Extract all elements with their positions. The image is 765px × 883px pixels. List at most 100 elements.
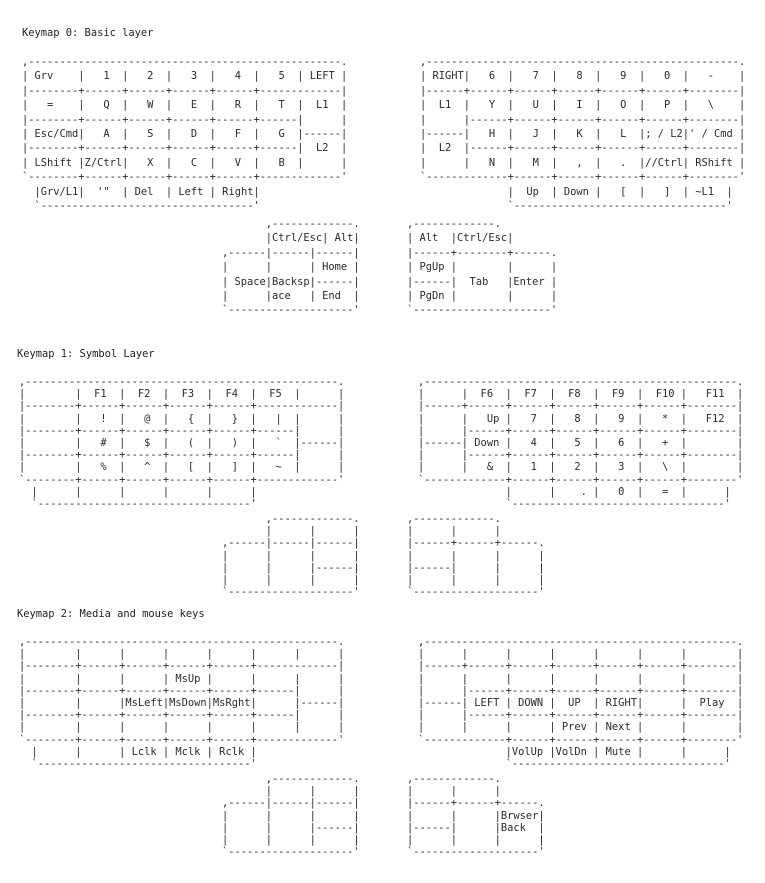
keymap-ascii-line: | | | | Prev | Next | | |: [418, 721, 744, 734]
keymap-ascii-line: |--------+------+------+------+------+--…: [22, 113, 348, 126]
keymap-ascii-line: |--------+------+------+------+------+--…: [19, 449, 345, 462]
keymap-0-right-half: ,---------------------------------------…: [420, 55, 745, 213]
keymap-2-right-half: ,---------------------------------------…: [418, 636, 743, 770]
keymap-ascii-line: `--------------------': [407, 846, 545, 859]
keymap-ascii-line: |------+------+------+------+------+----…: [418, 400, 744, 413]
keymap-ascii-line: |------| | |: [407, 561, 545, 574]
keymap-ascii-line: | | | Home |: [222, 261, 360, 274]
keymap-ascii-line: | |------+------+------+------+------+--…: [418, 449, 744, 462]
keymap-ascii-line: | |ace | End |: [222, 289, 360, 302]
keymap-ascii-line: ,-------------.: [222, 773, 360, 785]
keymap-ascii-line: | LShift |Z/Ctrl| X | C | V | B | |: [22, 156, 348, 169]
keymap-ascii-line: `----------------------': [407, 304, 558, 317]
keymap-ascii-line: ,---------------------------------------…: [22, 56, 348, 68]
keymap-ascii-line: | | F1 | F2 | F3 | F4 | F5 | |: [19, 388, 345, 401]
keymap-ascii-line: | RIGHT| 6 | 7 | 8 | 9 | 0 | - |: [420, 70, 746, 83]
keymap-ascii-line: |--------+------+------+------+------+--…: [19, 684, 345, 697]
keymap-ascii-line: | Alt |Ctrl/Esc|: [407, 232, 514, 245]
keymap-ascii-line: `--------------------': [407, 586, 545, 599]
keymap-ascii-line: | | . | 0 | = | |: [418, 485, 731, 498]
keymap-ascii-line: |------| |Back |: [407, 821, 545, 834]
keymap-ascii-line: | Up | Down | [ | ] | ~L1 |: [420, 185, 733, 198]
keymap-ascii-line: | L1 | Y | U | I | O | P | \ |: [420, 99, 746, 112]
keymap-ascii-line: | | | |: [407, 549, 545, 562]
keymap-ascii-line: | | # | $ | ( | ) | ` |------|: [19, 436, 345, 449]
keymap-ascii-line: |------| LEFT | DOWN | UP | RIGHT| | Pla…: [418, 696, 744, 709]
keymap-ascii-line: ,---------------------------------------…: [418, 376, 744, 388]
keymap-ascii-line: | PgUp | | |: [407, 261, 558, 274]
keymap-ascii-line: |------| Tab |Enter |: [407, 275, 558, 288]
keymap-1-right-half: ,---------------------------------------…: [418, 376, 743, 510]
keymap-ascii-line: | | | |: [222, 573, 360, 586]
keymap-ascii-line: | | | | | | | |: [418, 672, 744, 685]
keymap-ascii-line: | | |Brwser|: [407, 809, 545, 822]
keymap-ascii-line: | |------+------+------+------+------+--…: [418, 424, 744, 437]
keymap-ascii-line: |------| Down | 4 | 5 | 6 | + | |: [418, 436, 744, 449]
keymap-ascii-line: | | |MsLeft|MsDown|MsRght| |------|: [19, 696, 345, 709]
keymap-ascii-line: | | % | ^ | [ | ] | ~ | |: [19, 461, 345, 474]
keymap-ascii-line: `--------+------+------+------+------+--…: [22, 171, 348, 184]
keymap-ascii-line: `----------------------------------': [418, 497, 731, 510]
keymap-2-left-thumb: ,-------------. | | | ,------|------|----…: [222, 773, 360, 858]
keymap-ascii-line: | | | Lclk | Mclk | Rclk |: [19, 745, 257, 758]
keymap-ascii-line: | | | |: [407, 573, 545, 586]
keymap-ascii-line: `-------------+------+------+------+----…: [418, 733, 744, 746]
keymap-ascii-line: | PgDn | | |: [407, 289, 558, 302]
keymap-ascii-line: ,-------------.: [407, 773, 501, 785]
keymap-ascii-line: ,------|------|------|: [222, 537, 360, 550]
keymap-1-right-thumb: ,-------------. | | | |------+------+-----…: [407, 513, 545, 598]
keymap-ascii-line: ,---------------------------------------…: [19, 376, 345, 388]
keymap-1-left-thumb: ,-------------. | | | ,------|------|----…: [222, 513, 360, 598]
keymap-ascii-line: `--------------------': [222, 586, 360, 599]
keymap-ascii-line: | Esc/Cmd| A | S | D | F | G |------|: [22, 127, 348, 140]
keymap-ascii-line: | | Up | 7 | 8 | 9 | * | F12 |: [418, 412, 744, 425]
keymap-ascii-line: ,-------------.: [407, 513, 501, 525]
keymap-ascii-line: |--------+------+------+------+------+--…: [19, 400, 345, 413]
keymap-ascii-line: `----------------------------------': [19, 497, 257, 510]
keymap-ascii-line: | | & | 1 | 2 | 3 | \ | |: [418, 461, 744, 474]
keymap-ascii-line: |------+------+------+------+------+----…: [418, 660, 744, 673]
keymap-ascii-line: | | | | | | | |: [418, 648, 744, 661]
keymap-ascii-line: | | | |: [407, 833, 545, 846]
keymap-ascii-line: `----------------------------------': [19, 757, 257, 770]
keymap-ascii-line: ,-------------.: [407, 218, 501, 230]
keymap-ascii-line: ,---------------------------------------…: [19, 636, 345, 648]
keymap-ascii-line: `-------------+------+------+------+----…: [418, 473, 744, 486]
keymap-2-left-half: ,---------------------------------------…: [19, 636, 344, 770]
keymap-2-right-thumb: ,-------------. | | | |------+------+-----…: [407, 773, 545, 858]
keymap-ascii-line: | = | Q | W | E | R | T | L1 |: [22, 99, 348, 112]
keymap-ascii-line: `----------------------------------': [420, 199, 733, 212]
keymap-ascii-line: ,------|------|------|: [222, 797, 360, 810]
keymap-0-title: Keymap 0: Basic layer: [22, 27, 154, 39]
keymap-ascii-line: | | | |: [222, 809, 360, 822]
keymap-ascii-line: `-------------+------+------+------+----…: [420, 171, 746, 184]
keymap-ascii-line: |------+--------+------.: [407, 246, 558, 259]
keymap-ascii-line: |--------+------+------+------+------+--…: [19, 660, 345, 673]
keymap-ascii-line: ,---------------------------------------…: [420, 56, 746, 68]
keymap-ascii-line: | |------+------+------+------+------+--…: [418, 684, 744, 697]
keymap-ascii-line: | | |: [407, 525, 501, 538]
keymap-ascii-line: | | |: [222, 785, 360, 798]
keymap-ascii-line: | Grv | 1 | 2 | 3 | 4 | 5 | LEFT |: [22, 70, 348, 83]
keymap-ascii-line: | | | | MsUp | | | |: [19, 672, 345, 685]
keymap-ascii-line: | | N | M | , | . |//Ctrl| RShift |: [420, 156, 746, 169]
keymap-ascii-line: ,-------------.: [222, 513, 360, 525]
keymap-ascii-line: | | | |: [222, 833, 360, 846]
keymap-ascii-line: | | | | | |: [19, 485, 257, 498]
keymap-ascii-line: |Grv/L1| '" | Del | Left | Right|: [22, 185, 260, 198]
keymap-ascii-line: |------| H | J | K | L |; / L2|' / Cmd |: [420, 127, 746, 140]
keymap-ascii-line: |--------+------+------+------+------+--…: [22, 142, 348, 155]
keymap-ascii-line: ,------|------|------|: [222, 246, 360, 259]
keymap-ascii-line: |--------+------+------+------+------+--…: [19, 709, 345, 722]
keymap-ascii-line: |--------+------+------+------+------+--…: [22, 84, 348, 97]
keymap-0-left-half: ,---------------------------------------…: [22, 55, 347, 213]
keymap-ascii-line: ,---------------------------------------…: [418, 636, 744, 648]
keymap-ascii-line: |------+------+------.: [407, 797, 545, 810]
keymap-ascii-line: | | | |: [222, 549, 360, 562]
keymap-ascii-line: `----------------------------------': [418, 757, 731, 770]
keymap-ascii-line: ,-------------.: [222, 218, 360, 230]
keymap-ascii-line: | | |------|: [222, 561, 360, 574]
keymap-ascii-line: | |------+------+------+------+------+--…: [418, 709, 744, 722]
keymap-ascii-line: `----------------------------------': [22, 199, 260, 212]
keymap-ascii-line: | | F6 | F7 | F8 | F9 | F10 | F11 |: [418, 388, 744, 401]
